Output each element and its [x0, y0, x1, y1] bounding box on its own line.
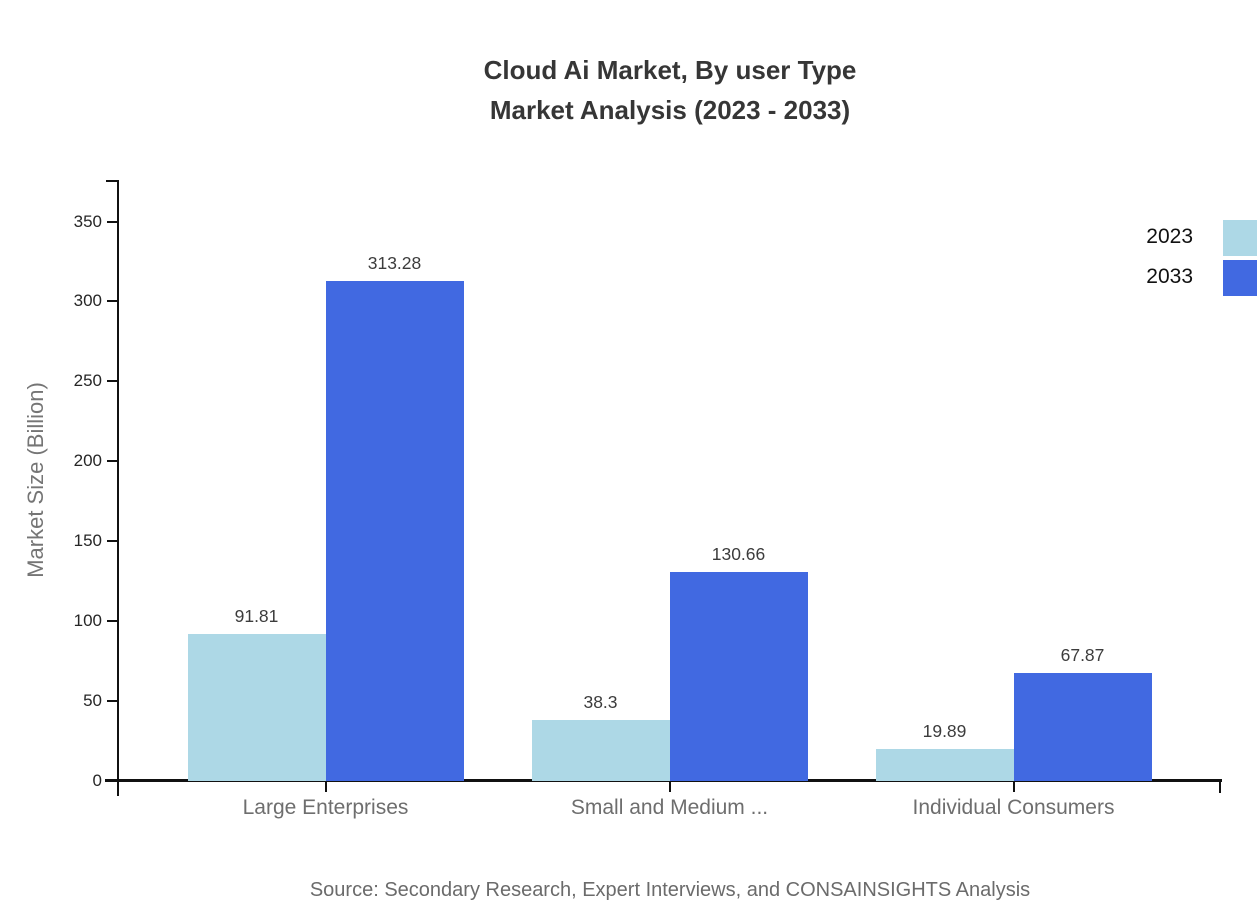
- category-label: Large Enterprises: [242, 796, 409, 819]
- bar-value-label: 38.3: [583, 691, 618, 712]
- y-tick-mark: [107, 300, 118, 303]
- y-tick-label: 200: [73, 451, 102, 471]
- bar-value-label: 91.81: [234, 606, 279, 627]
- y-tick-label: 350: [73, 211, 102, 231]
- legend-swatch: [1223, 260, 1257, 296]
- x-tick-mark: [668, 781, 671, 792]
- x-tick-mark: [1012, 781, 1015, 792]
- y-tick-mark: [107, 539, 118, 542]
- y-tick-label: 150: [73, 530, 102, 550]
- legend-label: 2033: [1146, 265, 1193, 288]
- y-tick-mark: [107, 220, 118, 223]
- y-tick-label: 100: [73, 610, 102, 630]
- y-tick-label: 0: [92, 770, 102, 790]
- bar-value-label: 67.87: [1060, 644, 1105, 665]
- legend-label: 2023: [1146, 225, 1193, 248]
- y-tick-label: 250: [73, 371, 102, 391]
- x-axis-end-cap: [1219, 781, 1221, 793]
- bar-value-label: 130.66: [711, 544, 766, 565]
- y-tick-mark: [107, 699, 118, 702]
- y-tick-label: 300: [73, 291, 102, 311]
- legend-swatch: [1223, 220, 1257, 256]
- bar: [325, 280, 464, 781]
- source-note: Source: Secondary Research, Expert Inter…: [309, 879, 1031, 901]
- bar: [1013, 672, 1152, 781]
- bar: [187, 634, 326, 781]
- x-tick-mark: [324, 781, 327, 792]
- y-axis-top-cap: [106, 180, 118, 182]
- bar: [875, 749, 1014, 781]
- y-tick-mark: [107, 460, 118, 463]
- chart-title-block: Cloud Ai Market, By user Type Market Ana…: [118, 50, 1222, 130]
- category-label: Small and Medium ...: [570, 796, 769, 819]
- bar-value-label: 313.28: [367, 252, 422, 273]
- y-tick-label: 50: [83, 690, 102, 710]
- y-tick-mark: [107, 779, 118, 782]
- chart-title: Cloud Ai Market, By user Type: [483, 55, 857, 85]
- bar: [531, 719, 670, 781]
- y-tick-mark: [107, 380, 118, 383]
- y-axis-spine: [117, 180, 119, 796]
- bar-value-label: 19.89: [922, 721, 967, 742]
- y-tick-mark: [107, 619, 118, 622]
- chart-subtitle: Market Analysis (2023 - 2033): [489, 95, 851, 125]
- bar: [669, 572, 808, 781]
- category-label: Individual Consumers: [912, 796, 1115, 819]
